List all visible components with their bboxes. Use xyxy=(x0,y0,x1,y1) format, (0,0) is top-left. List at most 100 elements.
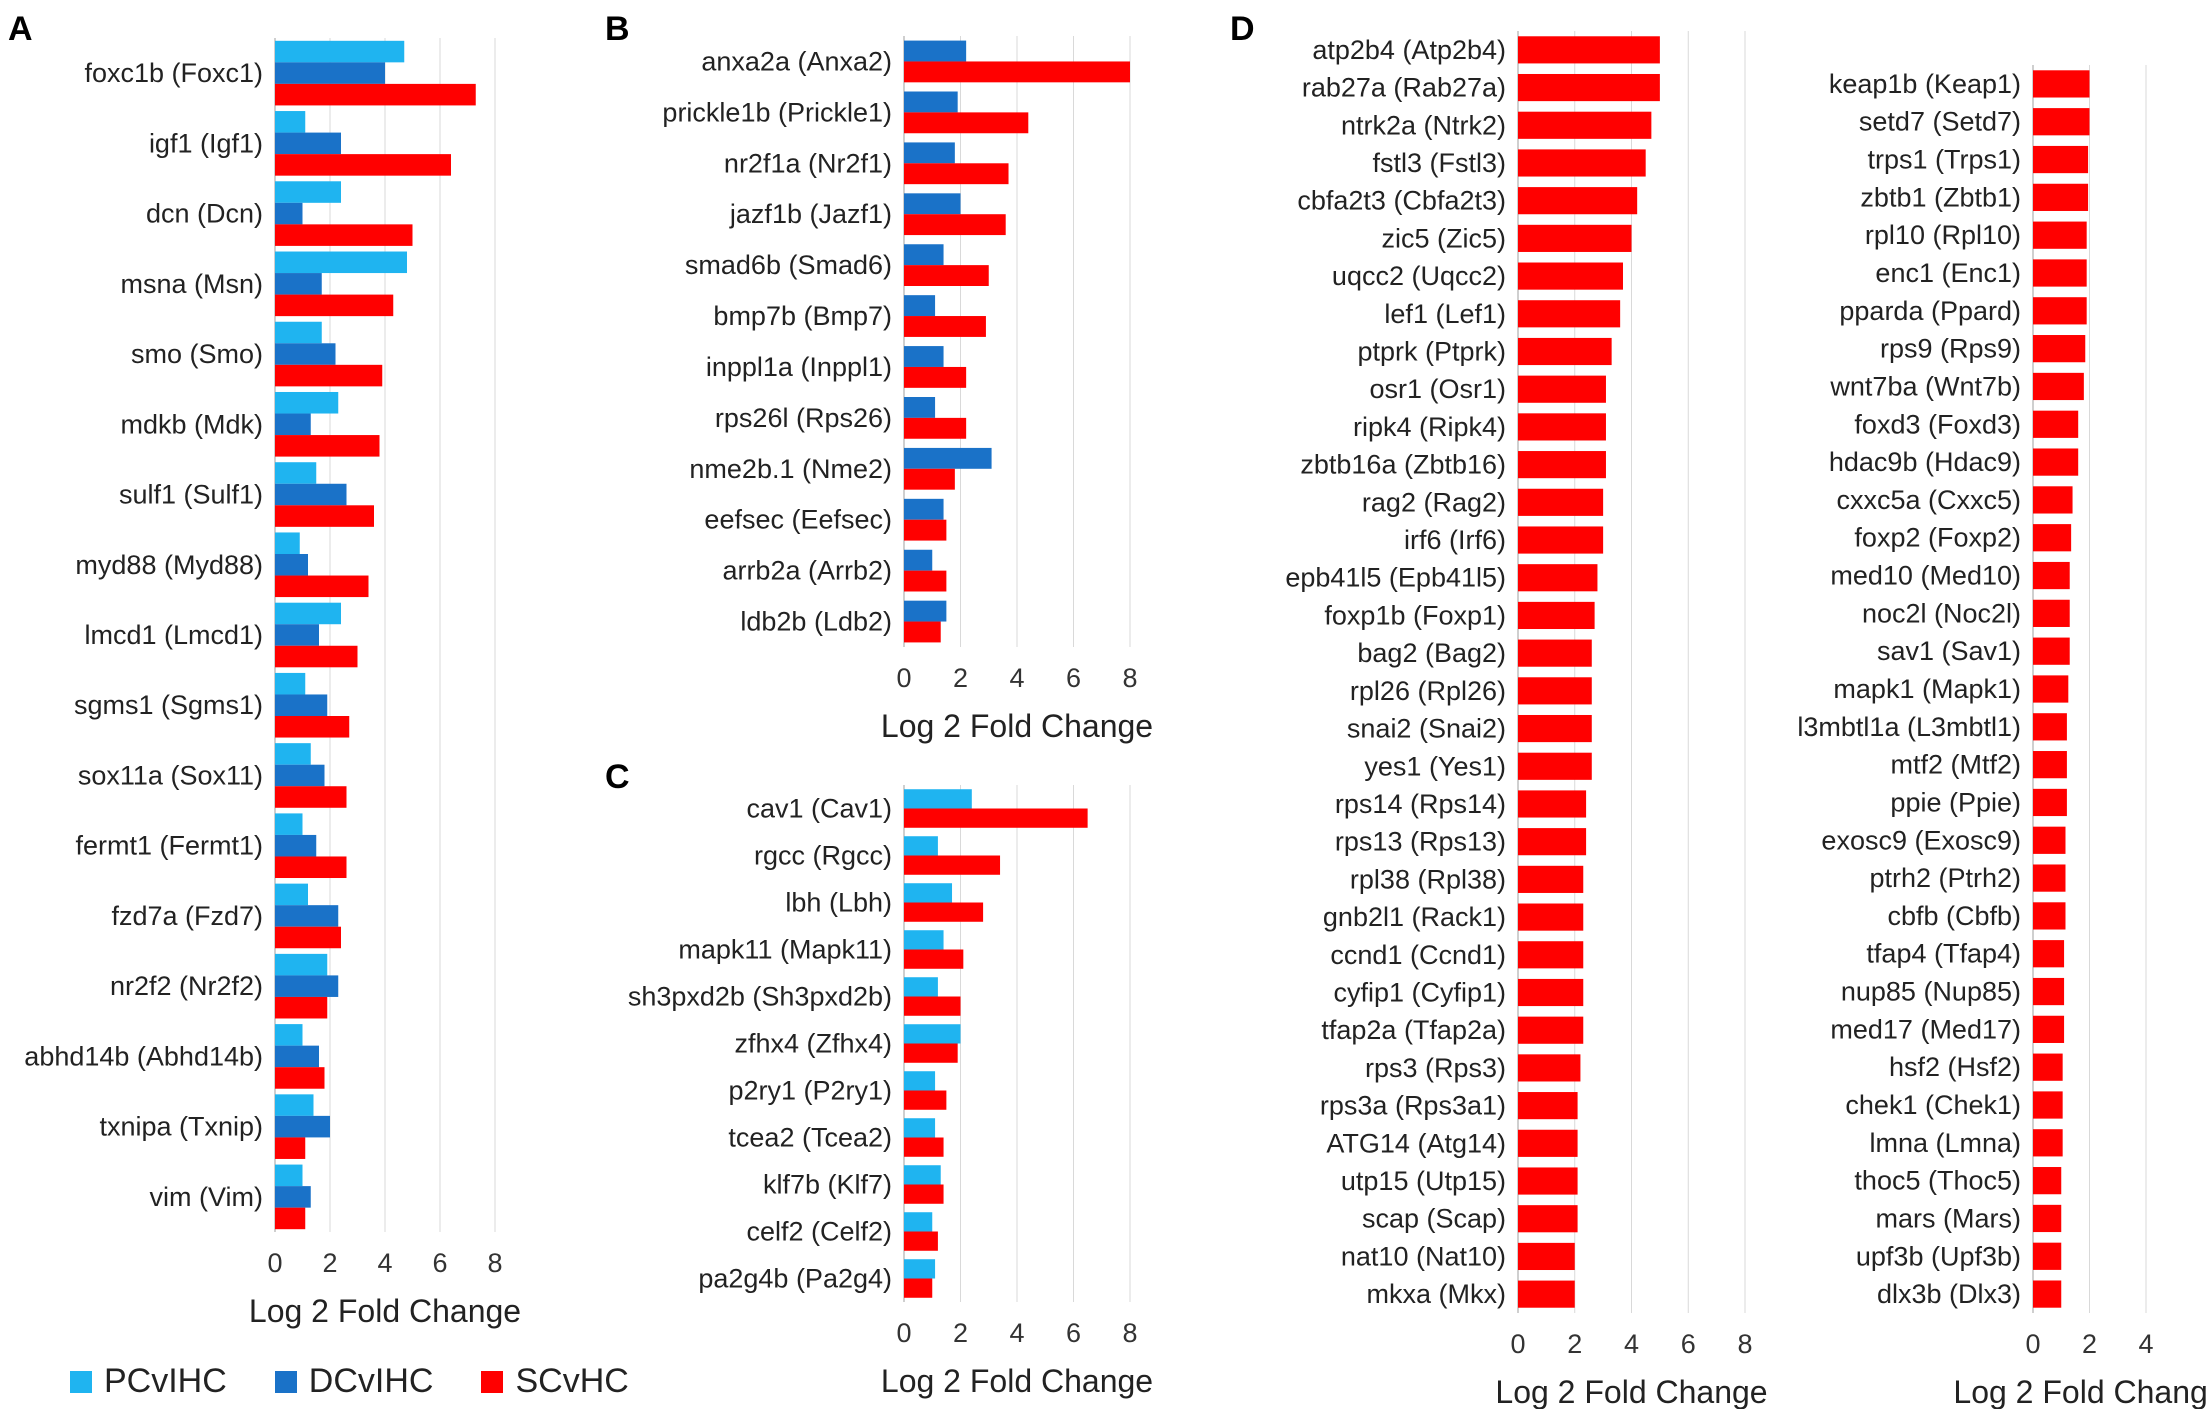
panel-a-bar-scvhc xyxy=(275,364,383,387)
panel-b-bar-dcvihc xyxy=(904,40,967,62)
panel-c-bar-scvhc xyxy=(904,1278,933,1298)
panel-d-category-label: rps3a (Rps3a1) xyxy=(1320,1091,1506,1121)
panel-d2-bar-scvhc xyxy=(2033,864,2066,892)
panel-d2-bar-scvhc xyxy=(2033,1167,2062,1195)
panel-a-category-label: foxc1b (Foxc1) xyxy=(84,58,263,88)
panel-a-tick-label: 4 xyxy=(377,1248,392,1278)
panel-d-bar-scvhc xyxy=(1518,488,1604,516)
panel-a-category-label: fzd7a (Fzd7) xyxy=(111,901,263,931)
panel-d-bar-scvhc xyxy=(1518,262,1623,290)
panel-a-bar-dcvihc xyxy=(275,1115,330,1138)
panel-a-bar-dcvihc xyxy=(275,1186,311,1208)
panel-d2-category-label: zbtb1 (Zbtb1) xyxy=(1860,182,2021,212)
panel-c-category-label: zfhx4 (Zfhx4) xyxy=(734,1029,892,1059)
panel-b-bar-dcvihc xyxy=(904,549,933,571)
panel-d2-category-label: mtf2 (Mtf2) xyxy=(1890,750,2021,780)
panel-d2-bar-scvhc xyxy=(2033,940,2065,968)
panel-c-bar-scvhc xyxy=(904,1184,944,1204)
panel-b-category-label: prickle1b (Prickle1) xyxy=(662,97,892,127)
panel-a-bar-pcvihc xyxy=(275,391,339,414)
panel-d-category-label: ntrk2a (Ntrk2) xyxy=(1341,110,1506,140)
panel-d2-bar-scvhc xyxy=(2033,221,2087,249)
panel-d-category-label: snai2 (Snai2) xyxy=(1347,714,1506,744)
panel-a-bar-dcvihc xyxy=(275,1045,319,1068)
panel-c-category-label: tcea2 (Tcea2) xyxy=(728,1123,892,1153)
panel-c-bar-scvhc xyxy=(904,808,1088,828)
panel-a-bar-dcvihc xyxy=(275,905,339,927)
panel-d-bar-scvhc xyxy=(1518,1054,1581,1082)
panel-d2-bar-scvhc xyxy=(2033,183,2089,211)
panel-d2-category-label: cbfb (Cbfb) xyxy=(1887,901,2021,931)
panel-a-bar-scvhc xyxy=(275,224,413,246)
panel-d-tick-label: 4 xyxy=(1624,1329,1639,1359)
legend-swatch-pcvihc xyxy=(70,1370,92,1393)
panel-d-axis-title: Log 2 Fold Change xyxy=(1495,1374,1767,1409)
panel-b-category-label: rps26l (Rps26) xyxy=(715,403,892,433)
panel-d2-category-label: thoc5 (Thoc5) xyxy=(1854,1166,2021,1196)
panel-d2-bar-scvhc xyxy=(2033,1129,2063,1157)
panel-a-tick-label: 6 xyxy=(432,1248,447,1278)
panel-d-category-label: ccnd1 (Ccnd1) xyxy=(1330,940,1506,970)
panel-d-tick-label: 0 xyxy=(1510,1329,1525,1359)
panel-c-bar-scvhc xyxy=(904,1137,944,1157)
panel-a-bar-scvhc xyxy=(275,856,347,879)
panel-a-bar-scvhc xyxy=(275,716,350,738)
panel-d-category-label: scap (Scap) xyxy=(1362,1204,1506,1234)
panel-d-bar-scvhc xyxy=(1518,36,1660,64)
panel-d-bar-scvhc xyxy=(1518,224,1632,252)
panel-d-bar-scvhc xyxy=(1518,451,1606,479)
panel-d2-bar-scvhc xyxy=(2033,1053,2063,1081)
panel-d2-category-label: hdac9b (Hdac9) xyxy=(1829,447,2021,477)
panel-d-category-label: zic5 (Zic5) xyxy=(1381,223,1506,253)
panel-a-bar-dcvihc xyxy=(275,834,317,857)
panel-d-letter: D xyxy=(1230,10,1255,48)
panel-d2-category-label: mars (Mars) xyxy=(1876,1203,2021,1233)
panel-b-bar-dcvihc xyxy=(904,91,958,113)
panel-a-bar-dcvihc xyxy=(275,343,336,365)
panel-c-bar-pcvihc xyxy=(904,977,938,997)
panel-c-category-label: cav1 (Cav1) xyxy=(746,794,892,824)
panel-c-axis-title: Log 2 Fold Change xyxy=(881,1363,1153,1399)
panel-a-axis-title: Log 2 Fold Change xyxy=(249,1293,521,1329)
panel-a-tick-label: 8 xyxy=(487,1248,502,1278)
panel-a-bar-pcvihc xyxy=(275,40,405,63)
panel-b-category-label: nme2b.1 (Nme2) xyxy=(689,454,892,484)
panel-c-bar-pcvihc xyxy=(904,1165,941,1185)
panel-d2-category-label: rpl10 (Rpl10) xyxy=(1865,220,2021,250)
panel-c-category-label: klf7b (Klf7) xyxy=(763,1170,892,1200)
panel-d-bar-scvhc xyxy=(1518,1129,1578,1157)
panel-b-bar-dcvihc xyxy=(904,295,936,317)
panel-d-bar-scvhc xyxy=(1518,1092,1578,1120)
panel-b-bar-scvhc xyxy=(904,316,986,337)
panel-a-bar-pcvihc xyxy=(275,181,341,203)
panel-a-bar-pcvihc xyxy=(275,1094,314,1116)
panel-d2-bar-scvhc xyxy=(2033,1242,2062,1270)
panel-d-bar-scvhc xyxy=(1518,187,1638,215)
panel-b-bar-dcvihc xyxy=(904,244,944,266)
panel-d2-category-label: trps1 (Trps1) xyxy=(1867,145,2021,175)
panel-a-category-label: abhd14b (Abhd14b) xyxy=(24,1041,263,1071)
panel-b-bar-dcvihc xyxy=(904,600,947,622)
panel-d2-bar-scvhc xyxy=(2033,259,2087,287)
panel-d2-category-label: tfap4 (Tfap4) xyxy=(1866,939,2021,969)
panel-b-bar-scvhc xyxy=(904,366,967,388)
panel-a-bar-pcvihc xyxy=(275,462,317,484)
panel-d-category-label: rps13 (Rps13) xyxy=(1335,827,1506,857)
panel-d2-category-label: noc2l (Noc2l) xyxy=(1862,598,2021,628)
panel-a-category-label: smo (Smo) xyxy=(131,339,263,369)
panel-d-category-label: mkxa (Mkx) xyxy=(1367,1279,1506,1309)
panel-a-bar-pcvihc xyxy=(275,321,322,344)
panel-a-bar-scvhc xyxy=(275,926,341,949)
panel-c-bar-scvhc xyxy=(904,949,964,969)
panel-b-category-label: eefsec (Eefsec) xyxy=(704,505,892,535)
panel-d-bar-scvhc xyxy=(1518,413,1606,441)
panel-a-bar-scvhc xyxy=(275,83,476,106)
panel-c-tick-label: 8 xyxy=(1122,1318,1137,1348)
panel-a-bar-pcvihc xyxy=(275,813,303,835)
panel-a-bar-dcvihc xyxy=(275,132,341,155)
panel-c-letter: C xyxy=(605,758,630,796)
panel-c-bar-pcvihc xyxy=(904,930,944,950)
panel-c-bar-scvhc xyxy=(904,996,961,1016)
panel-d2-category-label: cxxc5a (Cxxc5) xyxy=(1836,485,2021,515)
panel-a-bar-pcvihc xyxy=(275,251,407,274)
